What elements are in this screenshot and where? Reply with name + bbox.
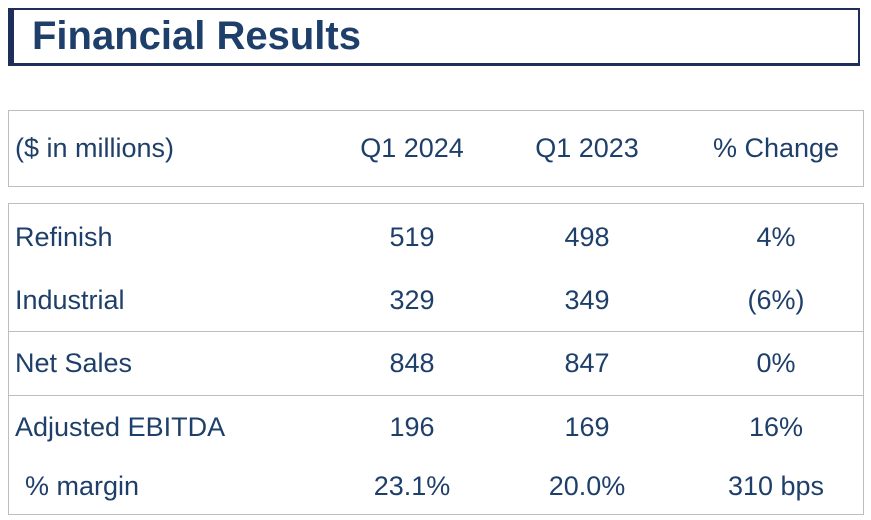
table-row: Adjusted EBITDA 196 169 16% xyxy=(9,407,863,447)
row-q1-2023: 20.0% xyxy=(548,471,626,501)
title-banner: Financial Results xyxy=(8,8,860,66)
header-units-label: ($ in millions) xyxy=(15,133,175,163)
row-q1-2023: 847 xyxy=(564,348,610,378)
table-header: ($ in millions) Q1 2024 Q1 2023 % Change xyxy=(8,110,864,187)
row-q1-2024: 196 xyxy=(389,412,435,442)
row-q1-2023: 498 xyxy=(564,222,610,252)
header-change: % Change xyxy=(712,133,840,163)
table-row: Net Sales 848 847 0% xyxy=(9,343,863,383)
row-label: % margin xyxy=(25,471,140,501)
row-label: Industrial xyxy=(15,285,125,315)
row-label: Refinish xyxy=(15,222,113,252)
header-q1-2024: Q1 2024 xyxy=(360,133,464,163)
row-q1-2024: 848 xyxy=(389,348,435,378)
row-divider xyxy=(9,331,863,332)
row-q1-2024: 23.1% xyxy=(373,471,451,501)
row-q1-2024: 329 xyxy=(389,285,435,315)
row-change: 0% xyxy=(756,348,796,378)
table-row: % margin 23.1% 20.0% 310 bps xyxy=(9,466,863,506)
row-change: 310 bps xyxy=(727,471,825,501)
row-label: Adjusted EBITDA xyxy=(15,412,226,442)
row-divider xyxy=(9,395,863,396)
row-change: (6%) xyxy=(747,285,805,315)
header-q1-2023: Q1 2023 xyxy=(535,133,639,163)
header-row: ($ in millions) Q1 2024 Q1 2023 % Change xyxy=(9,128,863,168)
table-row: Industrial 329 349 (6%) xyxy=(9,280,863,320)
row-label: Net Sales xyxy=(15,348,133,378)
table-body: Refinish 519 498 4% Industrial 329 349 (… xyxy=(8,203,864,515)
row-q1-2023: 349 xyxy=(564,285,610,315)
page-title: Financial Results xyxy=(32,14,361,58)
row-change: 4% xyxy=(756,222,796,252)
table-row: Refinish 519 498 4% xyxy=(9,217,863,257)
row-q1-2023: 169 xyxy=(564,412,610,442)
row-q1-2024: 519 xyxy=(389,222,435,252)
row-change: 16% xyxy=(748,412,804,442)
